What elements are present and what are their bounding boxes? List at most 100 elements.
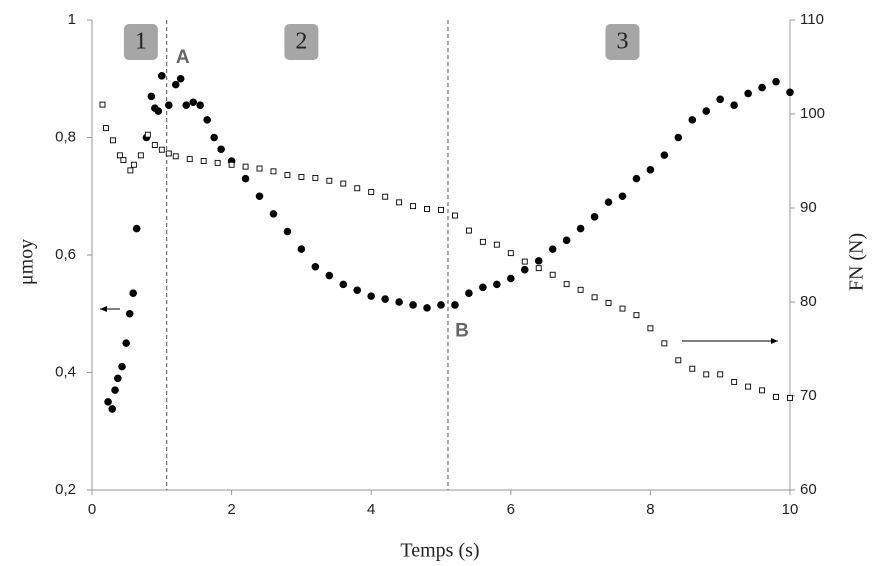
y2-axis-title: FN (N) <box>846 233 868 291</box>
point <box>451 301 459 309</box>
point <box>326 177 333 184</box>
point <box>214 159 221 166</box>
point <box>605 299 612 306</box>
point <box>534 257 543 265</box>
point <box>256 165 263 172</box>
point <box>493 280 501 289</box>
x-tick-label: 6 <box>507 501 515 518</box>
x-tick-label: 10 <box>782 501 799 518</box>
point <box>147 92 156 101</box>
point <box>703 371 710 378</box>
point <box>744 89 752 98</box>
point <box>438 206 444 213</box>
point <box>549 271 556 278</box>
y-tick-label: 0,6 <box>55 246 76 263</box>
point <box>242 163 249 170</box>
point <box>269 210 278 218</box>
point <box>165 150 172 157</box>
point <box>367 292 376 300</box>
point <box>716 95 724 104</box>
point <box>660 151 669 159</box>
point <box>772 77 780 86</box>
point <box>255 192 264 201</box>
point <box>604 198 613 206</box>
point <box>172 153 179 160</box>
point <box>632 174 641 183</box>
point <box>127 167 134 174</box>
point <box>381 295 389 303</box>
y2-tick-label: 100 <box>800 105 825 122</box>
point <box>340 180 347 187</box>
y-tick-label: 1 <box>68 11 76 28</box>
point <box>118 362 126 371</box>
zone-label: 3 <box>616 29 628 55</box>
y-tick-label: 0,4 <box>55 363 76 380</box>
point <box>103 125 109 132</box>
point <box>158 72 166 80</box>
point <box>437 301 445 309</box>
point <box>590 213 599 221</box>
x-tick-label: 2 <box>227 501 235 518</box>
point <box>125 309 134 318</box>
point <box>745 383 752 390</box>
point <box>104 398 112 406</box>
point <box>182 101 191 109</box>
point <box>618 192 627 201</box>
point <box>270 168 277 175</box>
y-tick-label: 0,2 <box>55 481 76 498</box>
point <box>217 145 225 154</box>
point <box>689 365 696 372</box>
point <box>521 258 528 265</box>
point <box>108 405 117 413</box>
point <box>535 265 542 272</box>
zone-box <box>605 24 640 60</box>
point <box>507 274 515 283</box>
point <box>507 250 514 257</box>
point <box>410 203 417 210</box>
point <box>241 174 250 183</box>
annotation: A <box>176 47 190 68</box>
x-tick-label: 8 <box>646 501 654 518</box>
point <box>452 212 458 219</box>
point <box>520 265 529 274</box>
point <box>311 262 320 271</box>
zone-box <box>123 24 158 60</box>
point <box>563 281 570 288</box>
point <box>284 172 291 179</box>
point <box>409 301 417 309</box>
point <box>298 174 305 180</box>
point <box>395 298 403 306</box>
point <box>144 131 151 138</box>
point <box>773 393 779 400</box>
y2-tick-label: 80 <box>800 293 817 310</box>
point <box>465 289 473 297</box>
point <box>647 325 654 332</box>
y-axis-title: μmoy <box>16 239 38 285</box>
point <box>203 116 211 124</box>
x-axis-title: Temps (s) <box>400 540 479 562</box>
point <box>424 205 430 212</box>
point <box>423 304 431 312</box>
point <box>109 137 116 144</box>
point <box>210 133 218 142</box>
point <box>325 271 334 280</box>
point <box>339 280 348 289</box>
point <box>297 245 306 253</box>
annotation: B <box>455 320 469 341</box>
y2-tick-label: 70 <box>800 387 817 404</box>
point <box>228 161 235 168</box>
point <box>633 312 640 319</box>
point <box>283 227 292 236</box>
point <box>120 157 127 164</box>
point <box>189 98 198 107</box>
point <box>493 241 500 248</box>
point <box>758 83 766 92</box>
point <box>151 142 158 148</box>
point <box>787 394 793 401</box>
point <box>674 133 683 142</box>
y2-tick-label: 60 <box>800 481 817 498</box>
y2-tick-label: 90 <box>800 199 817 216</box>
point <box>132 224 141 233</box>
